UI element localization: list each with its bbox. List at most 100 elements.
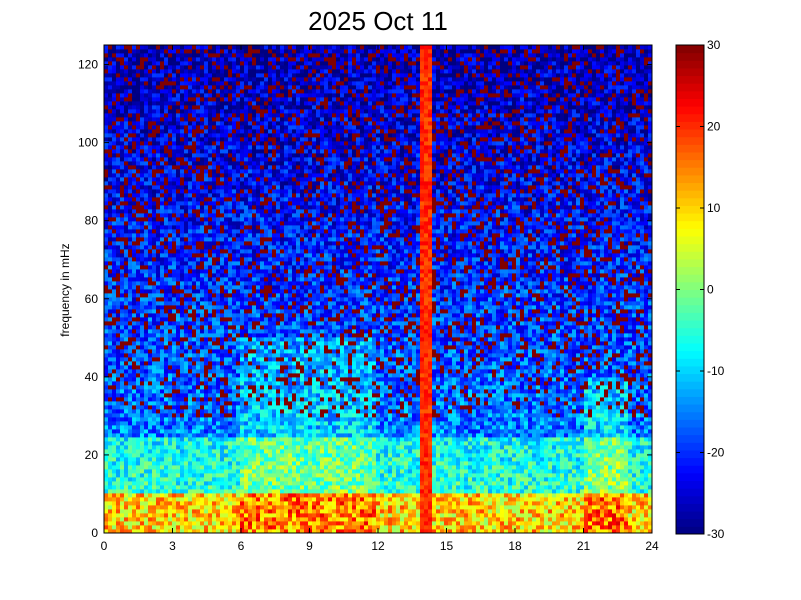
heat-cell	[188, 381, 193, 386]
heat-cell	[240, 289, 245, 294]
heat-cell	[200, 525, 205, 530]
heat-cell	[168, 401, 173, 406]
heat-cell	[228, 313, 233, 318]
heat-cell	[148, 173, 153, 178]
heat-cell	[184, 485, 189, 490]
heat-cell	[204, 57, 209, 62]
heat-cell	[256, 433, 261, 438]
heat-cell	[112, 405, 117, 410]
heat-cell	[156, 493, 161, 498]
heat-cell	[176, 321, 181, 326]
heat-cell	[232, 245, 237, 250]
heat-cell	[160, 189, 165, 194]
heat-cell	[172, 253, 177, 258]
heat-cell	[224, 425, 229, 430]
heat-cell	[192, 305, 197, 310]
heat-cell	[112, 461, 117, 466]
heat-cell	[156, 125, 161, 130]
heat-cell	[160, 285, 165, 290]
heat-cell	[256, 237, 261, 242]
heat-cell	[112, 457, 117, 462]
heat-cell	[168, 469, 173, 474]
heat-cell	[244, 353, 249, 358]
heat-cell	[232, 521, 237, 526]
heat-cell	[240, 201, 245, 206]
heat-cell	[244, 125, 249, 130]
heat-cell	[232, 413, 237, 418]
heat-cell	[256, 445, 261, 450]
heat-cell	[184, 381, 189, 386]
heat-cell	[104, 261, 109, 266]
heat-cell	[216, 273, 221, 278]
heat-cell	[148, 157, 153, 162]
heat-cell	[180, 257, 185, 262]
heat-cell	[244, 513, 249, 518]
heat-cell	[120, 353, 125, 358]
heat-cell	[204, 513, 209, 518]
heat-cell	[200, 513, 205, 518]
heat-cell	[224, 373, 229, 378]
heat-cell	[180, 409, 185, 414]
heat-cell	[188, 489, 193, 494]
heat-cell	[160, 393, 165, 398]
heat-cell	[244, 45, 249, 50]
heat-cell	[216, 45, 221, 50]
heat-cell	[260, 373, 265, 378]
heat-cell	[152, 265, 157, 270]
heat-cell	[156, 513, 161, 518]
heat-cell	[192, 201, 197, 206]
heat-cell	[216, 457, 221, 462]
heat-cell	[244, 437, 249, 442]
heat-cell	[264, 129, 269, 134]
heat-cell	[156, 345, 161, 350]
heat-cell	[128, 73, 133, 78]
heat-cell	[116, 121, 121, 126]
heat-cell	[116, 61, 121, 66]
heat-cell	[136, 445, 141, 450]
heat-cell	[188, 321, 193, 326]
heat-cell	[200, 325, 205, 330]
heat-cell	[152, 161, 157, 166]
heat-cell	[136, 265, 141, 270]
heat-cell	[128, 365, 133, 370]
heat-cell	[164, 61, 169, 66]
heat-cell	[136, 513, 141, 518]
heat-cell	[132, 113, 137, 118]
heat-cell	[212, 433, 217, 438]
heat-cell	[260, 185, 265, 190]
heat-cell	[120, 357, 125, 362]
heat-cell	[108, 361, 113, 366]
heat-cell	[240, 93, 245, 98]
heat-cell	[164, 257, 169, 262]
heat-cell	[124, 121, 129, 126]
heat-cell	[216, 61, 221, 66]
heat-cell	[176, 217, 181, 222]
heat-cell	[212, 357, 217, 362]
heat-cell	[188, 289, 193, 294]
heat-cell	[244, 321, 249, 326]
heat-cell	[212, 77, 217, 82]
heat-cell	[144, 57, 149, 62]
heat-cell	[160, 173, 165, 178]
heat-cell	[108, 141, 113, 146]
heat-cell	[112, 501, 117, 506]
heat-cell	[112, 253, 117, 258]
heat-cell	[116, 393, 121, 398]
heat-cell	[120, 489, 125, 494]
heat-cell	[144, 69, 149, 74]
heat-cell	[248, 333, 253, 338]
heat-cell	[244, 281, 249, 286]
heat-cell	[168, 285, 173, 290]
heat-cell	[156, 213, 161, 218]
heat-cell	[240, 257, 245, 262]
heat-cell	[212, 125, 217, 130]
heat-cell	[192, 369, 197, 374]
heat-cell	[200, 113, 205, 118]
heat-cell	[264, 529, 269, 534]
heat-cell	[156, 141, 161, 146]
heat-cell	[108, 413, 113, 418]
heat-cell	[196, 369, 201, 374]
heat-cell	[156, 101, 161, 106]
heat-cell	[116, 437, 121, 442]
heat-cell	[236, 461, 241, 466]
